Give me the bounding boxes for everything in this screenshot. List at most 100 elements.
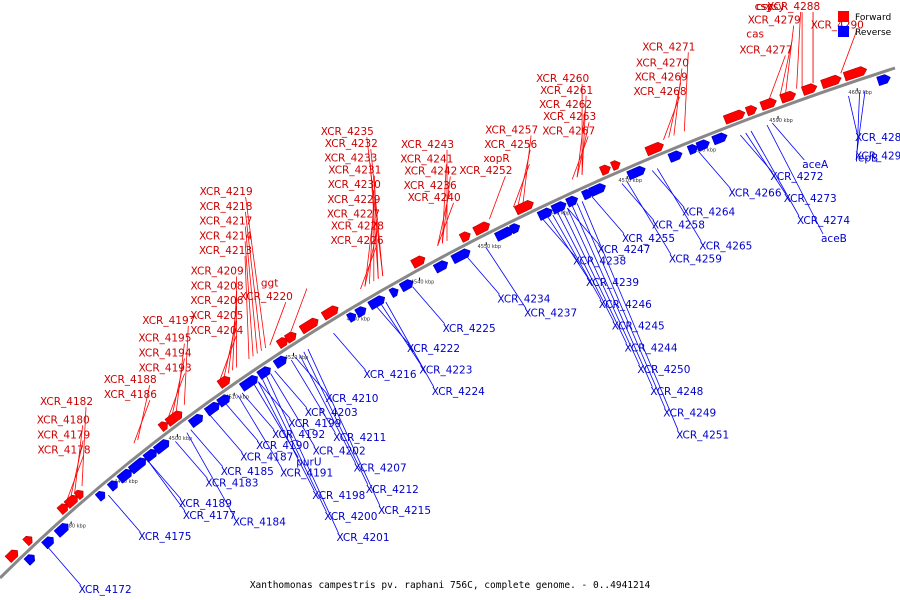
forward-gene-label: XCR_4230 <box>328 179 381 191</box>
reverse-gene <box>345 312 357 323</box>
leader-line <box>591 196 625 235</box>
tick-label: 4570 kbp <box>618 178 642 184</box>
reverse-gene <box>41 536 54 550</box>
reverse-gene-label: XCR_4175 <box>138 531 191 543</box>
forward-gene <box>759 97 777 111</box>
leader-line <box>183 325 189 405</box>
reverse-gene-label: XCR_4223 <box>419 365 472 377</box>
leader-line <box>176 343 185 411</box>
leader-line <box>673 68 683 136</box>
forward-gene-label: XCR_4204 <box>190 325 243 337</box>
reverse-gene-label: XCR_4234 <box>497 293 550 305</box>
forward-gene <box>73 489 84 501</box>
reverse-gene <box>876 74 891 87</box>
reverse-gene <box>711 132 728 146</box>
forward-gene <box>820 74 842 90</box>
forward-gene-label: XCR_4256 <box>484 139 537 151</box>
forward-gene-label: XCR_4240 <box>408 192 461 204</box>
forward-gene <box>598 164 611 176</box>
tick-label: 4600 kbp <box>848 90 872 96</box>
reverse-gene-label: XCR_4245 <box>612 321 665 333</box>
reverse-gene-label: XCR_4183 <box>205 477 258 489</box>
leader-line <box>848 95 858 134</box>
leader-line <box>698 151 731 189</box>
leader-line <box>683 52 689 132</box>
leader-line <box>274 370 308 409</box>
forward-gene-label: XCR_4220 <box>240 291 293 303</box>
tick-label: 4530 kbp <box>347 316 371 322</box>
reverse-gene-label: XCR_4255 <box>622 233 675 245</box>
forward-gene <box>744 105 758 117</box>
leader-line <box>244 241 254 357</box>
leader-line <box>299 354 356 464</box>
forward-gene-label: XCR_4235 <box>321 126 374 138</box>
reverse-gene <box>398 279 414 293</box>
reverse-gene-label: XCR_4244 <box>625 342 678 354</box>
forward-gene-label: XCR_4226 <box>331 235 384 247</box>
tick-label: 4510 kbp <box>225 395 249 401</box>
reverse-gene-label: XCR_4225 <box>443 323 496 335</box>
forward-gene <box>410 255 426 269</box>
reverse-gene <box>23 554 35 566</box>
reverse-gene-label: purU <box>296 457 321 469</box>
forward-gene-label: XCR_4179 <box>37 429 90 441</box>
tick-label: 4590 kbp <box>769 118 793 124</box>
reverse-gene <box>686 144 699 156</box>
reverse-gene <box>216 394 231 408</box>
reverse-gene-label: aceB <box>821 233 847 245</box>
reverse-gene <box>272 355 287 369</box>
tick-labels: 4480 kbp 4490 kbp 4500 kbp 4510 kbp 4520 kbp… <box>62 88 872 529</box>
reverse-gene <box>695 139 710 152</box>
leader-line <box>626 181 672 255</box>
reverse-gene <box>508 223 521 235</box>
leader-line <box>750 130 800 217</box>
leader-line <box>381 304 422 366</box>
reverse-gene <box>94 490 106 502</box>
leader-line <box>562 210 627 344</box>
forward-gene <box>779 90 797 104</box>
leader-line <box>467 257 500 295</box>
leader-line <box>244 256 250 360</box>
reverse-gene-label: XCR_4190 <box>256 440 309 452</box>
reverse-gene <box>53 523 69 538</box>
leader-line <box>766 124 824 235</box>
reverse-gene <box>127 457 146 475</box>
leader-line <box>581 201 679 431</box>
forward-gene-label: XCR_4208 <box>191 280 244 292</box>
reverse-gene-label: XCR_4224 <box>432 386 485 398</box>
forward-gene <box>800 83 818 96</box>
leader-line <box>245 196 266 349</box>
reverse-gene-label: XCR_4199 <box>288 418 341 430</box>
reverse-gene-label: XCR_4247 <box>597 244 650 256</box>
forward-gene-label: XCR_4288 <box>767 1 820 13</box>
forward-gene <box>22 535 33 547</box>
leader-line <box>437 202 454 246</box>
forward-gene-label: XCR_4178 <box>38 445 91 457</box>
legend-forward-label: Forward <box>855 13 891 23</box>
reverse-gene-label: XCR_4222 <box>407 343 460 355</box>
forward-gene-label: XCR_4277 <box>739 45 792 57</box>
leader-line <box>148 461 186 512</box>
forward-gene-label: csy <box>767 1 784 13</box>
forward-gene-label: XCR_4233 <box>324 153 377 165</box>
leader-line <box>148 461 182 500</box>
leader-line <box>74 425 84 493</box>
reverse-gene <box>354 306 367 319</box>
reverse-gene-label: XCR_4274 <box>797 215 850 227</box>
forward-gene-label: XCR_4279 <box>748 15 801 27</box>
tick-label: 4500 kbp <box>169 436 193 442</box>
leader-line <box>856 92 860 154</box>
reverse-gene-label: XCR_4184 <box>233 517 286 529</box>
forward-gene-label: XCR_4197 <box>142 315 195 327</box>
forward-gene-label: XCR_4182 <box>40 396 93 408</box>
reverse-gene-label: XCR_4237 <box>524 308 577 320</box>
forward-gene <box>472 221 491 236</box>
leader-line <box>237 395 283 469</box>
leader-line <box>769 55 786 99</box>
leader-line <box>796 11 801 89</box>
leader-line <box>108 494 141 533</box>
forward-gene-label: XCR_4271 <box>642 41 695 53</box>
leader-line <box>269 302 287 346</box>
leader-line <box>485 247 527 309</box>
legend-reverse-swatch <box>838 26 849 37</box>
